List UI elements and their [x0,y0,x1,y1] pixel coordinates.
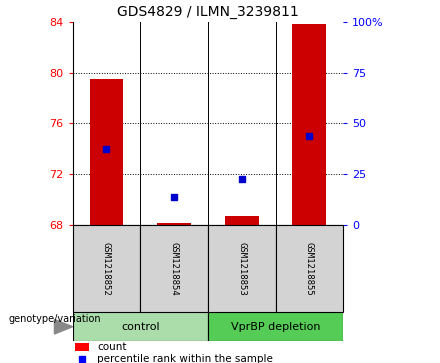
Text: count: count [97,342,126,352]
Polygon shape [55,319,73,334]
Bar [275,225,343,312]
Text: GSM1218853: GSM1218853 [237,242,246,295]
Text: VprBP depletion: VprBP depletion [231,322,320,332]
Title: GDS4829 / ILMN_3239811: GDS4829 / ILMN_3239811 [117,5,299,19]
Bar [140,225,208,312]
Bar [73,225,140,312]
Bar [73,312,208,341]
Text: control: control [121,322,160,332]
Bar [225,216,259,225]
Bar [208,225,275,312]
Bar [208,312,343,341]
Bar [89,79,123,225]
Text: GSM1218854: GSM1218854 [169,242,179,295]
Bar [75,343,89,351]
Bar [157,223,191,225]
Text: GSM1218852: GSM1218852 [102,242,111,295]
Text: percentile rank within the sample: percentile rank within the sample [97,354,273,363]
Text: genotype/variation: genotype/variation [9,314,102,325]
Bar [293,24,326,225]
Text: GSM1218855: GSM1218855 [305,242,314,295]
